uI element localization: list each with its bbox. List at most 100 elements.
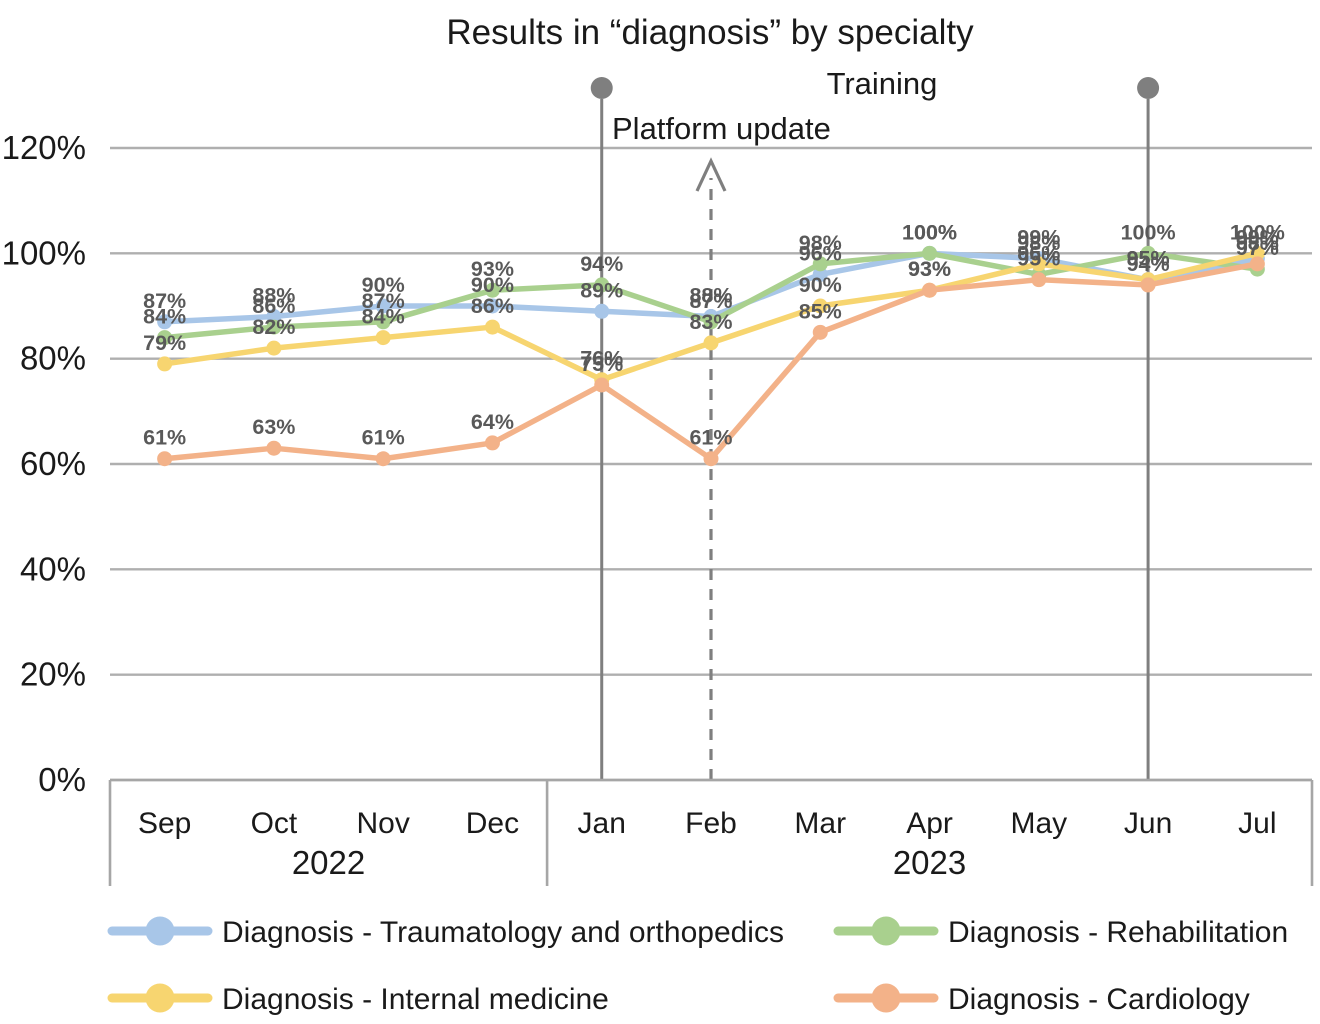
legend: Diagnosis - Traumatology and orthopedics…: [107, 916, 1288, 1016]
year-group-label: 2023: [893, 844, 966, 881]
series-lines: [157, 245, 1265, 467]
data-point: [157, 314, 173, 330]
data-point-label: 90%: [471, 273, 514, 297]
data-point-label: 79%: [143, 331, 186, 355]
data-point: [1031, 256, 1047, 272]
data-point-label: 98%: [1017, 231, 1060, 255]
data-point: [1031, 272, 1047, 288]
data-point-label: 90%: [799, 273, 842, 297]
data-point-label: 85%: [799, 299, 842, 323]
data-point-label: 84%: [362, 305, 405, 329]
data-point: [594, 377, 610, 393]
x-tick-label: Dec: [466, 807, 519, 840]
legend-item: Diagnosis - Internal medicine: [107, 983, 609, 1016]
x-tick-label: Feb: [685, 807, 737, 840]
data-point: [812, 324, 828, 340]
legend-marker-dot: [145, 983, 175, 1013]
data-labels: 87% 88% 90% 90% 89% 88%96%100% 99%95%99%84% 86%…: [143, 220, 1285, 449]
data-point-label: 93%: [471, 257, 514, 281]
data-point: [812, 298, 828, 314]
data-point: [1249, 256, 1265, 272]
data-point: [375, 451, 391, 467]
data-point: [812, 256, 828, 272]
data-point: [266, 340, 282, 356]
y-tick-label: 80%: [20, 340, 86, 377]
data-point: [484, 298, 500, 314]
data-point: [594, 277, 610, 293]
data-point-label: 61%: [143, 426, 186, 450]
data-point: [484, 435, 500, 451]
event-marker-dot: [1137, 77, 1160, 99]
data-point-label: 100%: [902, 220, 957, 244]
y-tick-label: 40%: [20, 550, 86, 587]
data-point-label: 83%: [689, 310, 732, 334]
arrow-head-icon: [695, 157, 727, 192]
data-point: [703, 451, 719, 467]
data-point: [266, 440, 282, 456]
data-point-label: 84%: [143, 305, 186, 329]
data-point-label: 97%: [1236, 236, 1279, 260]
data-point-label: 90%: [362, 273, 405, 297]
data-point: [266, 319, 282, 335]
annotation-platform-update-label: Platform update: [612, 111, 831, 146]
data-point: [266, 309, 282, 325]
chart-title: Results in “diagnosis” by specialty: [446, 13, 974, 52]
annotation-training-label: Training: [827, 66, 938, 101]
data-point-label: 93%: [908, 257, 951, 281]
data-point-label: 89%: [580, 278, 623, 302]
x-tick-label: Apr: [906, 807, 953, 840]
data-point: [157, 330, 173, 346]
data-point-label: 87%: [362, 289, 405, 313]
data-point-label: 95%: [1127, 247, 1170, 271]
x-tick-label: Jul: [1238, 807, 1276, 840]
data-point-label: 87%: [143, 289, 186, 313]
legend-marker-dot: [871, 983, 901, 1013]
data-point: [375, 298, 391, 314]
data-point-label: 75%: [580, 352, 623, 376]
data-point: [922, 282, 938, 298]
data-point-label: 93%: [908, 257, 951, 281]
y-tick-label: 120%: [2, 129, 86, 166]
data-point-label: 63%: [252, 415, 295, 439]
data-point: [1249, 245, 1265, 261]
legend-marker-dot: [871, 916, 901, 946]
data-point-label: 100%: [1230, 220, 1285, 244]
data-point-label: 86%: [471, 294, 514, 318]
x-tick-label: Oct: [251, 807, 298, 840]
data-point-label: 95%: [1017, 247, 1060, 271]
data-point-label: 100%: [1121, 220, 1176, 244]
data-point: [703, 335, 719, 351]
data-point-label: 88%: [689, 284, 732, 308]
data-point-label: 96%: [799, 241, 842, 265]
data-point: [922, 245, 938, 261]
x-axis: Sep Oct Nov Dec Jan Feb Mar Apr May Jun Jul 2022 202…: [108, 778, 1314, 886]
data-point: [157, 451, 173, 467]
annotation-lines: [590, 77, 1160, 780]
x-tick-label: Jan: [578, 807, 626, 840]
data-point-label: 99%: [1017, 226, 1060, 250]
data-point-label: 61%: [362, 426, 405, 450]
x-tick-label: May: [1010, 807, 1067, 840]
data-point-label: 94%: [580, 252, 623, 276]
legend-marker-dot: [145, 916, 175, 946]
legend-item: Diagnosis - Cardiology: [833, 983, 1250, 1016]
y-tick-label: 60%: [20, 445, 86, 482]
legend-item: Diagnosis - Traumatology and orthopedics: [107, 916, 784, 949]
data-point: [484, 282, 500, 298]
data-point-label: 94%: [1127, 252, 1170, 276]
data-point: [1140, 277, 1156, 293]
data-point-label: 100%: [902, 220, 957, 244]
x-tick-label: Sep: [138, 807, 191, 840]
y-axis-tick-labels: 0% 20% 40% 60% 80% 100% 120%: [2, 129, 86, 798]
data-point-label: 98%: [799, 231, 842, 255]
legend-label: Diagnosis - Rehabilitation: [948, 916, 1288, 949]
x-tick-label: Jun: [1124, 807, 1172, 840]
data-point-label: 64%: [471, 410, 514, 434]
data-point-label: 61%: [689, 426, 732, 450]
data-point-label: 96%: [1017, 241, 1060, 265]
data-point: [157, 356, 173, 372]
legend-label: Diagnosis - Internal medicine: [222, 983, 609, 1016]
legend-item: Diagnosis - Rehabilitation: [833, 916, 1288, 949]
y-tick-label: 0%: [38, 761, 86, 798]
